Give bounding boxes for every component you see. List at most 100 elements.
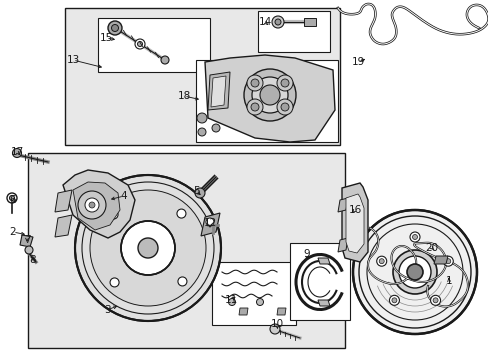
Bar: [65, 8, 339, 145]
Circle shape: [274, 19, 281, 25]
Polygon shape: [346, 194, 363, 253]
Polygon shape: [73, 182, 120, 230]
Polygon shape: [55, 190, 72, 212]
Text: 10: 10: [270, 319, 283, 329]
Circle shape: [430, 295, 440, 305]
Circle shape: [161, 56, 169, 64]
Circle shape: [195, 188, 204, 198]
Circle shape: [391, 298, 396, 303]
Circle shape: [78, 191, 106, 219]
Circle shape: [378, 259, 384, 264]
Circle shape: [137, 41, 142, 46]
Circle shape: [9, 195, 15, 201]
Polygon shape: [210, 76, 225, 107]
Polygon shape: [317, 258, 329, 264]
Text: 15: 15: [99, 33, 112, 43]
Bar: [196, 60, 337, 142]
Text: 1: 1: [445, 276, 451, 286]
Text: 13: 13: [66, 55, 80, 65]
Circle shape: [178, 277, 186, 286]
Circle shape: [406, 264, 422, 280]
Circle shape: [281, 103, 288, 111]
Circle shape: [276, 75, 292, 91]
Circle shape: [445, 259, 450, 264]
Polygon shape: [55, 215, 72, 237]
Circle shape: [25, 246, 33, 254]
Polygon shape: [204, 55, 334, 142]
Text: 11: 11: [224, 295, 237, 305]
Circle shape: [75, 175, 221, 321]
Circle shape: [108, 21, 122, 35]
Text: 17: 17: [10, 147, 23, 157]
Polygon shape: [337, 238, 347, 252]
Circle shape: [352, 210, 476, 334]
Circle shape: [85, 198, 99, 212]
Polygon shape: [20, 235, 33, 247]
Polygon shape: [63, 170, 135, 238]
Circle shape: [246, 75, 263, 91]
Circle shape: [121, 221, 175, 275]
Text: 5: 5: [192, 186, 199, 196]
Bar: [28, 153, 345, 348]
Circle shape: [256, 298, 263, 306]
Circle shape: [432, 298, 437, 303]
Polygon shape: [239, 308, 247, 315]
Polygon shape: [276, 308, 285, 315]
Text: 2: 2: [10, 227, 16, 237]
Circle shape: [228, 298, 235, 306]
Circle shape: [376, 256, 386, 266]
Circle shape: [110, 278, 119, 287]
Text: 12: 12: [203, 218, 216, 228]
Circle shape: [212, 124, 220, 132]
Circle shape: [409, 232, 419, 242]
Circle shape: [7, 193, 17, 203]
Text: 20: 20: [425, 243, 438, 253]
Bar: [258, 11, 329, 52]
Text: 18: 18: [177, 91, 190, 101]
Circle shape: [392, 250, 436, 294]
Text: 7: 7: [23, 235, 30, 245]
Polygon shape: [433, 256, 447, 264]
Circle shape: [269, 324, 280, 334]
Circle shape: [281, 79, 288, 87]
Text: 14: 14: [258, 17, 271, 27]
Circle shape: [271, 16, 284, 28]
Circle shape: [251, 77, 287, 113]
Polygon shape: [201, 213, 220, 236]
Text: 9: 9: [303, 249, 310, 259]
Circle shape: [90, 190, 205, 306]
Circle shape: [244, 69, 295, 121]
Circle shape: [250, 79, 259, 87]
Text: 3: 3: [103, 305, 110, 315]
Circle shape: [109, 210, 118, 219]
Text: 4: 4: [121, 191, 127, 201]
Bar: [98, 18, 209, 72]
Polygon shape: [341, 183, 367, 262]
Text: 19: 19: [351, 57, 364, 67]
Circle shape: [111, 24, 118, 31]
Circle shape: [412, 234, 417, 239]
Circle shape: [135, 39, 145, 49]
Text: 16: 16: [347, 205, 361, 215]
Text: 6: 6: [10, 195, 16, 205]
Circle shape: [198, 128, 205, 136]
Polygon shape: [337, 198, 347, 212]
Circle shape: [398, 256, 430, 288]
Polygon shape: [207, 72, 229, 110]
Circle shape: [138, 238, 158, 258]
Circle shape: [276, 99, 292, 115]
Text: 8: 8: [30, 255, 36, 265]
Circle shape: [13, 148, 21, 157]
Circle shape: [246, 99, 263, 115]
Circle shape: [443, 256, 452, 266]
Circle shape: [260, 85, 280, 105]
Circle shape: [388, 295, 399, 305]
Polygon shape: [304, 18, 315, 26]
Bar: [289, 243, 349, 320]
Circle shape: [89, 202, 95, 208]
Bar: [212, 262, 295, 325]
Circle shape: [250, 103, 259, 111]
Circle shape: [177, 209, 185, 218]
Circle shape: [197, 113, 206, 123]
Polygon shape: [317, 300, 329, 306]
